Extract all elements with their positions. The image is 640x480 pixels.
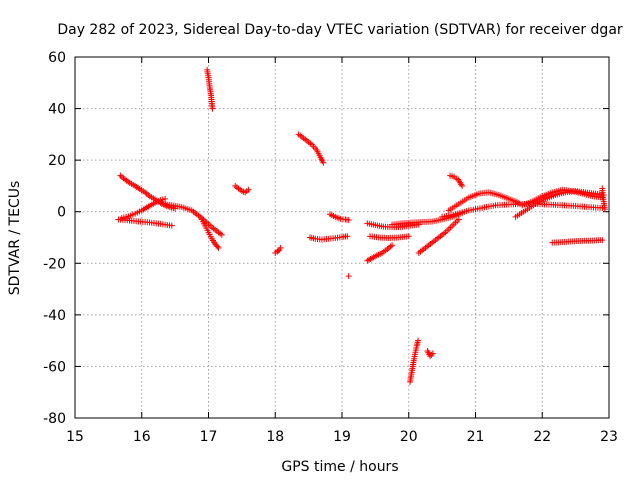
- data-point: [455, 216, 462, 223]
- series-track-06: [204, 66, 216, 112]
- data-point: [389, 242, 396, 249]
- y-axis-label: SDTVAR / TECUs: [7, 181, 23, 296]
- series-track-12: [345, 273, 352, 280]
- series-track-21: [445, 189, 522, 214]
- data-point: [214, 243, 221, 250]
- y-tick-label: -60: [43, 359, 66, 375]
- data-point: [320, 159, 327, 166]
- series-track-08: [272, 244, 284, 256]
- series-track-13: [364, 242, 396, 264]
- series-track-10: [306, 233, 351, 243]
- data-point: [218, 231, 225, 238]
- series-track-09: [295, 131, 327, 166]
- data-point: [162, 195, 169, 202]
- x-tick-label: 16: [133, 429, 151, 445]
- data-point: [345, 273, 352, 280]
- y-tick-label: 60: [48, 50, 66, 66]
- y-tick-label: -80: [43, 411, 66, 427]
- data-point: [245, 186, 252, 193]
- series-track-20: [447, 172, 466, 189]
- y-tick-label: -40: [43, 308, 66, 324]
- x-tick-label: 23: [600, 429, 618, 445]
- x-tick-label: 22: [533, 429, 551, 445]
- x-tick-label: 19: [333, 429, 351, 445]
- data-points: [115, 66, 608, 385]
- series-track-26: [599, 185, 608, 213]
- data-point: [168, 222, 175, 229]
- series-track-15: [367, 233, 412, 242]
- series-track-07: [232, 182, 252, 196]
- data-point: [459, 182, 466, 189]
- x-tick-label: 21: [467, 429, 485, 445]
- series-track-18: [407, 337, 422, 385]
- x-axis-label: GPS time / hours: [281, 459, 398, 475]
- series-track-14: [364, 220, 422, 231]
- data-point: [429, 350, 436, 357]
- data-point: [601, 206, 608, 213]
- y-tick-label: 20: [48, 153, 66, 169]
- series-track-03: [118, 195, 169, 222]
- y-tick-label: -20: [43, 256, 66, 272]
- x-tick-label: 20: [400, 429, 418, 445]
- data-point: [344, 233, 351, 240]
- x-tick-label: 17: [200, 429, 218, 445]
- y-tick-label: 40: [48, 102, 66, 118]
- series-track-11: [326, 211, 352, 223]
- data-point: [599, 237, 606, 244]
- data-point: [427, 353, 434, 360]
- chart-title: Day 282 of 2023, Sidereal Day-to-day VTE…: [57, 22, 623, 38]
- data-point: [515, 199, 522, 206]
- y-tick-label: 0: [57, 205, 66, 221]
- x-tick-label: 15: [66, 429, 84, 445]
- data-point: [209, 105, 216, 112]
- data-point: [277, 244, 284, 251]
- series-track-05: [198, 216, 222, 251]
- data-point: [428, 351, 435, 358]
- data-point: [415, 337, 422, 344]
- series-track-17: [415, 216, 462, 256]
- series-track-25: [549, 237, 606, 246]
- series-track-19: [424, 347, 436, 360]
- data-point: [405, 233, 412, 240]
- data-point: [215, 244, 222, 251]
- x-tick-label: 18: [266, 429, 284, 445]
- axes: 15 16 17 18 19 20 21 22 23 -80 -60 -40 -20 0 20 40 60: [43, 50, 618, 445]
- data-point: [345, 216, 352, 223]
